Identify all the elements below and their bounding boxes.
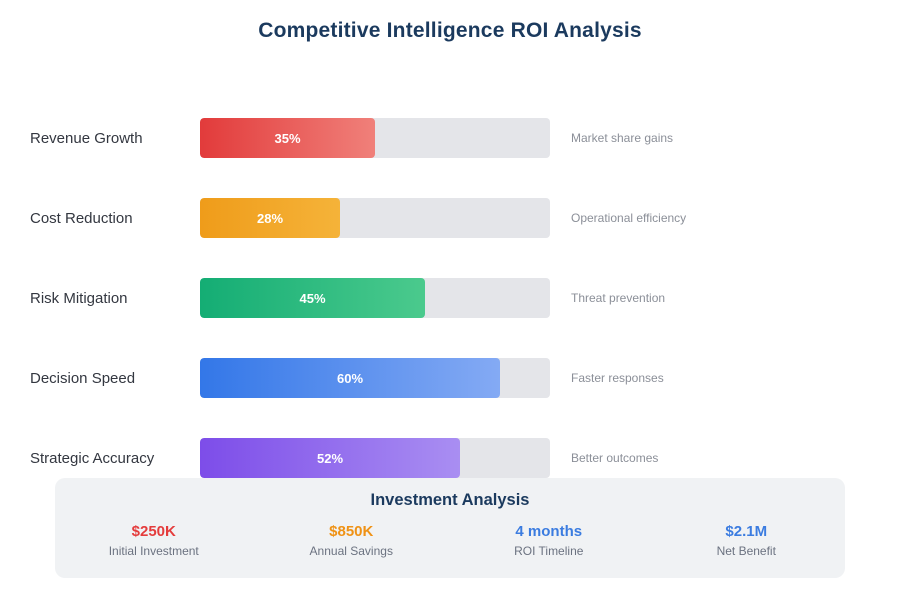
bar-row-revenue-growth: Revenue Growth 35% Market share gains <box>0 118 900 158</box>
bar-fill: 28% <box>200 198 340 238</box>
bar-annotation: Faster responses <box>571 371 664 385</box>
stat-roi-timeline: 4 months ROI Timeline <box>450 523 648 558</box>
stat-value: $2.1M <box>725 523 768 540</box>
bar-annotation: Better outcomes <box>571 451 659 465</box>
stat-annual-savings: $850K Annual Savings <box>253 523 451 558</box>
bar-track: 45% <box>200 278 550 318</box>
stat-label: Net Benefit <box>716 544 776 558</box>
bar-track: 28% <box>200 198 550 238</box>
bar-value-label: 28% <box>256 210 284 226</box>
category-label: Cost Reduction <box>30 209 133 227</box>
investment-analysis-title: Investment Analysis <box>370 491 530 509</box>
stat-label: Annual Savings <box>309 544 393 558</box>
bar-value-label: 35% <box>274 130 301 146</box>
category-label: Revenue Growth <box>30 129 143 147</box>
page-title: Competitive Intelligence ROI Analysis <box>258 19 642 42</box>
investment-analysis-card: Investment Analysis $250K Initial Invest… <box>55 478 845 578</box>
bar-row-cost-reduction: Cost Reduction 28% Operational efficienc… <box>0 198 900 238</box>
bar-track: 52% <box>200 438 550 478</box>
stat-value: $850K <box>329 523 374 540</box>
bar-fill: 45% <box>200 278 425 318</box>
category-label: Decision Speed <box>30 369 136 387</box>
bar-row-strategic-accuracy: Strategic Accuracy 52% Better outcomes <box>0 438 900 478</box>
bar-annotation: Operational efficiency <box>571 211 687 225</box>
stats-row: $250K Initial Investment $850K Annual Sa… <box>55 523 845 558</box>
bar-value-label: 60% <box>336 370 364 386</box>
stat-label: Initial Investment <box>108 544 199 558</box>
bar-fill: 60% <box>200 358 500 398</box>
bar-fill: 52% <box>200 438 460 478</box>
bar-row-decision-speed: Decision Speed 60% Faster responses <box>0 358 900 398</box>
roi-bar-chart: Revenue Growth 35% Market share gains Co… <box>0 118 900 478</box>
category-label: Risk Mitigation <box>30 289 128 307</box>
category-label: Strategic Accuracy <box>30 449 155 467</box>
bar-annotation: Market share gains <box>571 131 674 145</box>
bar-row-risk-mitigation: Risk Mitigation 45% Threat prevention <box>0 278 900 318</box>
stat-label: ROI Timeline <box>514 544 584 558</box>
bar-fill: 35% <box>200 118 375 158</box>
stat-net-benefit: $2.1M Net Benefit <box>648 523 846 558</box>
stat-value: 4 months <box>515 523 583 540</box>
stat-value: $250K <box>131 523 176 540</box>
bar-annotation: Threat prevention <box>571 291 666 305</box>
bar-value-label: 45% <box>299 290 326 306</box>
bar-track: 35% <box>200 118 550 158</box>
stat-initial-investment: $250K Initial Investment <box>55 523 253 558</box>
bar-value-label: 52% <box>316 450 344 466</box>
bar-track: 60% <box>200 358 550 398</box>
